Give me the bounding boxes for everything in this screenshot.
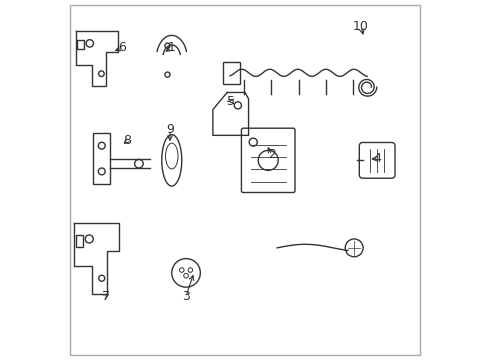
Text: 2: 2 — [268, 148, 276, 162]
Text: 10: 10 — [353, 20, 369, 33]
Text: 6: 6 — [118, 41, 126, 54]
Text: 3: 3 — [182, 289, 190, 303]
Text: 8: 8 — [123, 134, 131, 147]
Text: 4: 4 — [373, 152, 381, 165]
Text: 7: 7 — [102, 289, 110, 303]
Text: 9: 9 — [166, 123, 174, 136]
Text: 5: 5 — [227, 95, 235, 108]
Text: 1: 1 — [168, 41, 176, 54]
